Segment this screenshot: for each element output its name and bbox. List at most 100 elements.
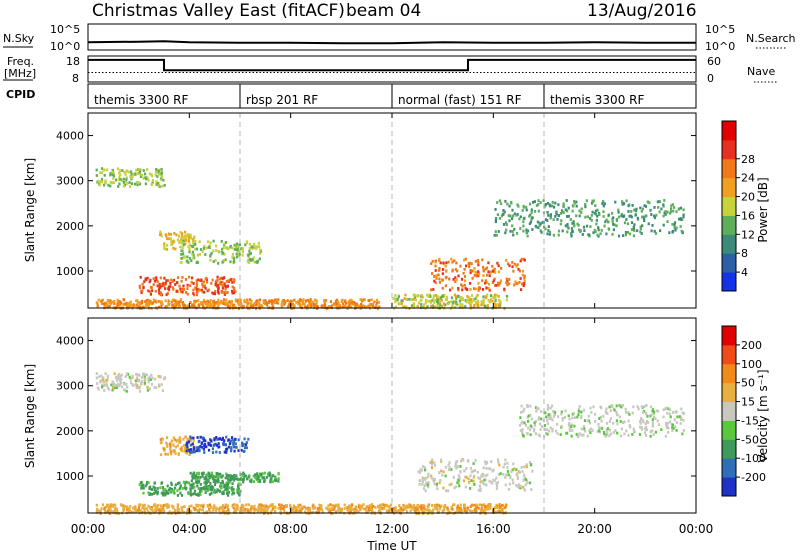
power-cell bbox=[654, 232, 658, 235]
velocity-cell bbox=[417, 510, 420, 514]
velocity-cell bbox=[177, 453, 180, 456]
power-cell bbox=[119, 169, 122, 173]
velocity-cell bbox=[225, 476, 229, 480]
power-cell bbox=[183, 234, 187, 238]
velocity-cell bbox=[213, 483, 217, 486]
velocity-cell bbox=[209, 438, 212, 441]
power-cell bbox=[299, 299, 302, 303]
power-cell bbox=[250, 299, 253, 303]
velocity-cell bbox=[570, 423, 573, 427]
velocity-cell bbox=[193, 508, 196, 512]
velocity-cell bbox=[100, 507, 103, 510]
velocity-cell bbox=[427, 485, 430, 489]
power-cell bbox=[448, 277, 451, 281]
power-cell bbox=[265, 301, 268, 305]
velocity-cell bbox=[497, 473, 501, 476]
velocity-cell bbox=[279, 511, 282, 514]
power-cell bbox=[215, 244, 218, 248]
power-cell bbox=[377, 300, 380, 304]
velocity-cell bbox=[599, 405, 602, 409]
power-cell bbox=[167, 279, 170, 282]
power-cell bbox=[142, 286, 145, 290]
velocity-cell bbox=[257, 510, 260, 513]
velocity-cell bbox=[222, 510, 225, 514]
power-cell bbox=[506, 202, 509, 206]
power-cell bbox=[118, 178, 121, 181]
power-cell bbox=[433, 301, 436, 305]
velocity-cell bbox=[523, 465, 526, 469]
velocity-cell bbox=[563, 416, 566, 419]
velocity-cell bbox=[174, 445, 177, 449]
velocity-cell bbox=[305, 507, 308, 510]
velocity-cell bbox=[152, 485, 155, 489]
power-cell bbox=[223, 282, 226, 286]
power-cell bbox=[376, 298, 379, 302]
velocity-cell bbox=[227, 494, 230, 497]
power-cell bbox=[552, 218, 555, 221]
velocity-cell bbox=[478, 477, 482, 480]
freq-label-line1: Freq. bbox=[7, 55, 34, 68]
velocity-cell bbox=[274, 509, 277, 513]
power-cell bbox=[464, 257, 467, 261]
velocity-cell bbox=[162, 488, 165, 492]
velocity-cell bbox=[405, 504, 408, 508]
power-cell bbox=[341, 302, 345, 306]
velocity-cell bbox=[519, 429, 522, 432]
velocity-cell bbox=[447, 463, 450, 467]
power-cell bbox=[455, 300, 458, 304]
velocity-cell bbox=[496, 481, 499, 484]
power-cell bbox=[639, 230, 642, 234]
power-cell bbox=[570, 234, 573, 238]
power-cell bbox=[589, 225, 592, 228]
power-cell bbox=[224, 284, 227, 288]
velocity-cell bbox=[452, 476, 455, 479]
power-cell bbox=[213, 301, 216, 305]
power-cell bbox=[639, 206, 642, 210]
velocity-cell bbox=[162, 491, 165, 495]
power-cell bbox=[444, 303, 447, 307]
velocity-cell bbox=[473, 474, 476, 478]
velocity-cell bbox=[250, 478, 253, 482]
velocity-cell bbox=[140, 484, 144, 488]
power-cell bbox=[397, 295, 400, 299]
power-cell bbox=[344, 300, 347, 304]
velocity-cell bbox=[105, 378, 108, 382]
power-cell bbox=[311, 300, 314, 304]
velocity-cell bbox=[145, 507, 149, 511]
power-cell bbox=[671, 222, 674, 226]
velocity-cell bbox=[540, 410, 543, 413]
velocity-cell bbox=[498, 506, 501, 509]
nsky-label: N.Sky bbox=[3, 32, 35, 45]
power-cell bbox=[567, 206, 570, 210]
power-cell bbox=[636, 216, 639, 220]
power-cell bbox=[439, 303, 442, 307]
power-cell bbox=[473, 274, 476, 277]
velocity-cell bbox=[196, 481, 199, 485]
velocity-cell bbox=[614, 429, 617, 432]
velocity-cell bbox=[274, 475, 277, 479]
velocity-cell bbox=[186, 445, 189, 449]
velocity-cell bbox=[241, 444, 244, 448]
velocity-cell bbox=[473, 469, 477, 472]
power-cell bbox=[230, 302, 233, 305]
velocity-cell bbox=[640, 416, 643, 420]
velocity-cell bbox=[203, 445, 206, 448]
velocity-cell bbox=[482, 481, 485, 485]
power-cell bbox=[465, 264, 468, 268]
x-tick-label: 08:00 bbox=[273, 522, 308, 536]
velocity-cell bbox=[224, 503, 227, 507]
velocity-cell bbox=[509, 474, 512, 478]
velocity-cell bbox=[588, 428, 591, 432]
power-cell bbox=[209, 299, 212, 302]
velocity-cell bbox=[527, 419, 530, 423]
velocity-cell bbox=[470, 470, 473, 474]
velocity-cell bbox=[502, 473, 505, 476]
velocity-cell bbox=[166, 484, 169, 488]
power-cell bbox=[494, 220, 497, 224]
power-cell bbox=[461, 297, 464, 301]
velocity-cell bbox=[212, 444, 215, 447]
power-cell bbox=[180, 238, 183, 241]
power-cell bbox=[432, 294, 435, 298]
power-cell bbox=[450, 300, 453, 303]
power-cell bbox=[482, 265, 485, 269]
